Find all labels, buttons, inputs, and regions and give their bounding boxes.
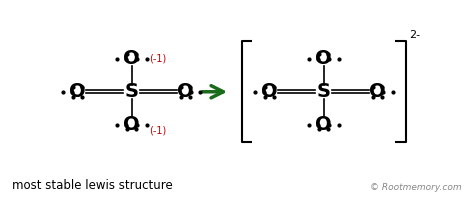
- Text: O: O: [69, 82, 86, 101]
- Text: O: O: [315, 115, 332, 134]
- Text: © Rootmemory.com: © Rootmemory.com: [370, 183, 462, 192]
- Text: (-1): (-1): [149, 125, 166, 136]
- Text: 2-: 2-: [410, 30, 420, 41]
- Text: O: O: [177, 82, 194, 101]
- Text: O: O: [123, 49, 140, 68]
- Text: S: S: [317, 82, 331, 101]
- Text: O: O: [123, 115, 140, 134]
- Text: O: O: [315, 49, 332, 68]
- Text: S: S: [125, 82, 138, 101]
- Text: O: O: [369, 82, 386, 101]
- Text: most stable lewis structure: most stable lewis structure: [12, 179, 173, 192]
- Text: O: O: [262, 82, 278, 101]
- Text: (-1): (-1): [149, 54, 166, 64]
